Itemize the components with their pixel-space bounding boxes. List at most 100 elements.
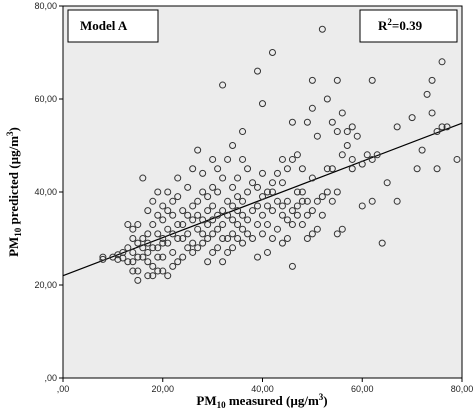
data-point — [308, 174, 316, 182]
y-tick-label: ,00 — [44, 373, 57, 383]
data-point — [229, 244, 237, 252]
data-point — [179, 235, 187, 242]
data-point — [263, 221, 271, 229]
data-point — [174, 235, 182, 242]
x-tick-label: 80,00 — [451, 384, 474, 394]
data-point — [288, 118, 296, 126]
data-point — [244, 165, 252, 173]
data-point — [288, 155, 296, 163]
data-point — [249, 235, 257, 242]
data-point — [199, 239, 207, 247]
data-point — [343, 142, 351, 149]
data-point — [408, 114, 416, 122]
data-point — [154, 244, 162, 252]
data-point — [154, 253, 162, 261]
data-point — [433, 128, 441, 136]
data-point — [219, 221, 227, 229]
data-point — [288, 262, 296, 270]
data-point — [129, 258, 137, 266]
data-point — [293, 211, 301, 219]
data-point — [438, 123, 446, 131]
data-point — [318, 193, 326, 201]
data-point — [368, 197, 376, 205]
y-axis-title-sup: 3 — [5, 131, 15, 136]
data-point — [368, 76, 376, 84]
data-point — [254, 221, 262, 229]
data-point — [154, 267, 162, 275]
data-point — [328, 197, 336, 205]
data-point — [288, 221, 296, 229]
data-point — [129, 235, 137, 242]
data-points — [99, 25, 461, 284]
data-point — [234, 235, 242, 242]
data-point — [169, 211, 177, 219]
data-point — [169, 230, 177, 238]
data-point — [338, 151, 346, 159]
data-point — [124, 221, 132, 229]
data-point — [298, 188, 306, 196]
data-point — [308, 76, 316, 84]
data-point — [239, 225, 247, 233]
model-label-box — [67, 9, 159, 43]
data-point — [149, 262, 157, 270]
data-point — [214, 225, 222, 233]
x-axis-title-sub: 10 — [217, 400, 227, 410]
y-axis-title-main: PM — [6, 237, 21, 257]
data-point — [254, 253, 262, 261]
data-point — [189, 216, 197, 224]
data-point — [298, 197, 306, 205]
data-point — [244, 216, 252, 224]
y-axis-title: PM10 predicted (µg/m3) — [5, 127, 23, 257]
data-point — [219, 81, 227, 89]
y-axis-title-sub: 10 — [13, 227, 23, 237]
data-point — [114, 255, 122, 263]
data-point — [373, 151, 381, 159]
data-point — [333, 230, 341, 238]
data-point — [139, 235, 147, 242]
data-point — [358, 202, 366, 210]
data-point — [293, 151, 301, 159]
data-point — [134, 276, 142, 284]
x-axis-ticks: ,00 20,00 40,00 60,00 80,00 — [57, 378, 474, 394]
data-point — [119, 248, 127, 256]
data-point — [229, 142, 237, 149]
data-point — [219, 258, 227, 266]
x-axis-title-main: PM — [196, 393, 216, 408]
data-point — [214, 188, 222, 196]
data-point — [254, 67, 262, 75]
data-point — [194, 146, 202, 154]
data-point — [134, 221, 142, 229]
data-point — [209, 183, 217, 191]
data-point — [199, 169, 207, 177]
data-point — [204, 235, 212, 242]
data-point — [298, 221, 306, 229]
data-point — [323, 188, 331, 196]
data-point — [144, 207, 152, 215]
data-point — [333, 188, 341, 196]
data-point — [239, 197, 247, 205]
x-tick-label: 60,00 — [351, 384, 374, 394]
data-point — [134, 267, 142, 275]
data-point — [333, 76, 341, 84]
data-point — [308, 230, 316, 238]
data-point — [159, 216, 167, 224]
data-point — [164, 272, 172, 280]
data-point — [239, 239, 247, 247]
data-point — [278, 155, 286, 163]
data-point — [268, 207, 276, 215]
data-point — [259, 100, 266, 108]
plot-area — [62, 5, 463, 379]
data-point — [263, 248, 271, 256]
data-point — [99, 255, 107, 263]
data-point — [273, 197, 281, 205]
data-point — [348, 123, 356, 131]
data-point — [204, 221, 212, 229]
data-point — [139, 253, 147, 261]
data-point — [139, 244, 147, 252]
data-point — [224, 211, 232, 219]
data-point — [174, 221, 182, 229]
data-point — [199, 216, 207, 224]
data-point — [164, 239, 172, 247]
data-point — [154, 211, 162, 219]
